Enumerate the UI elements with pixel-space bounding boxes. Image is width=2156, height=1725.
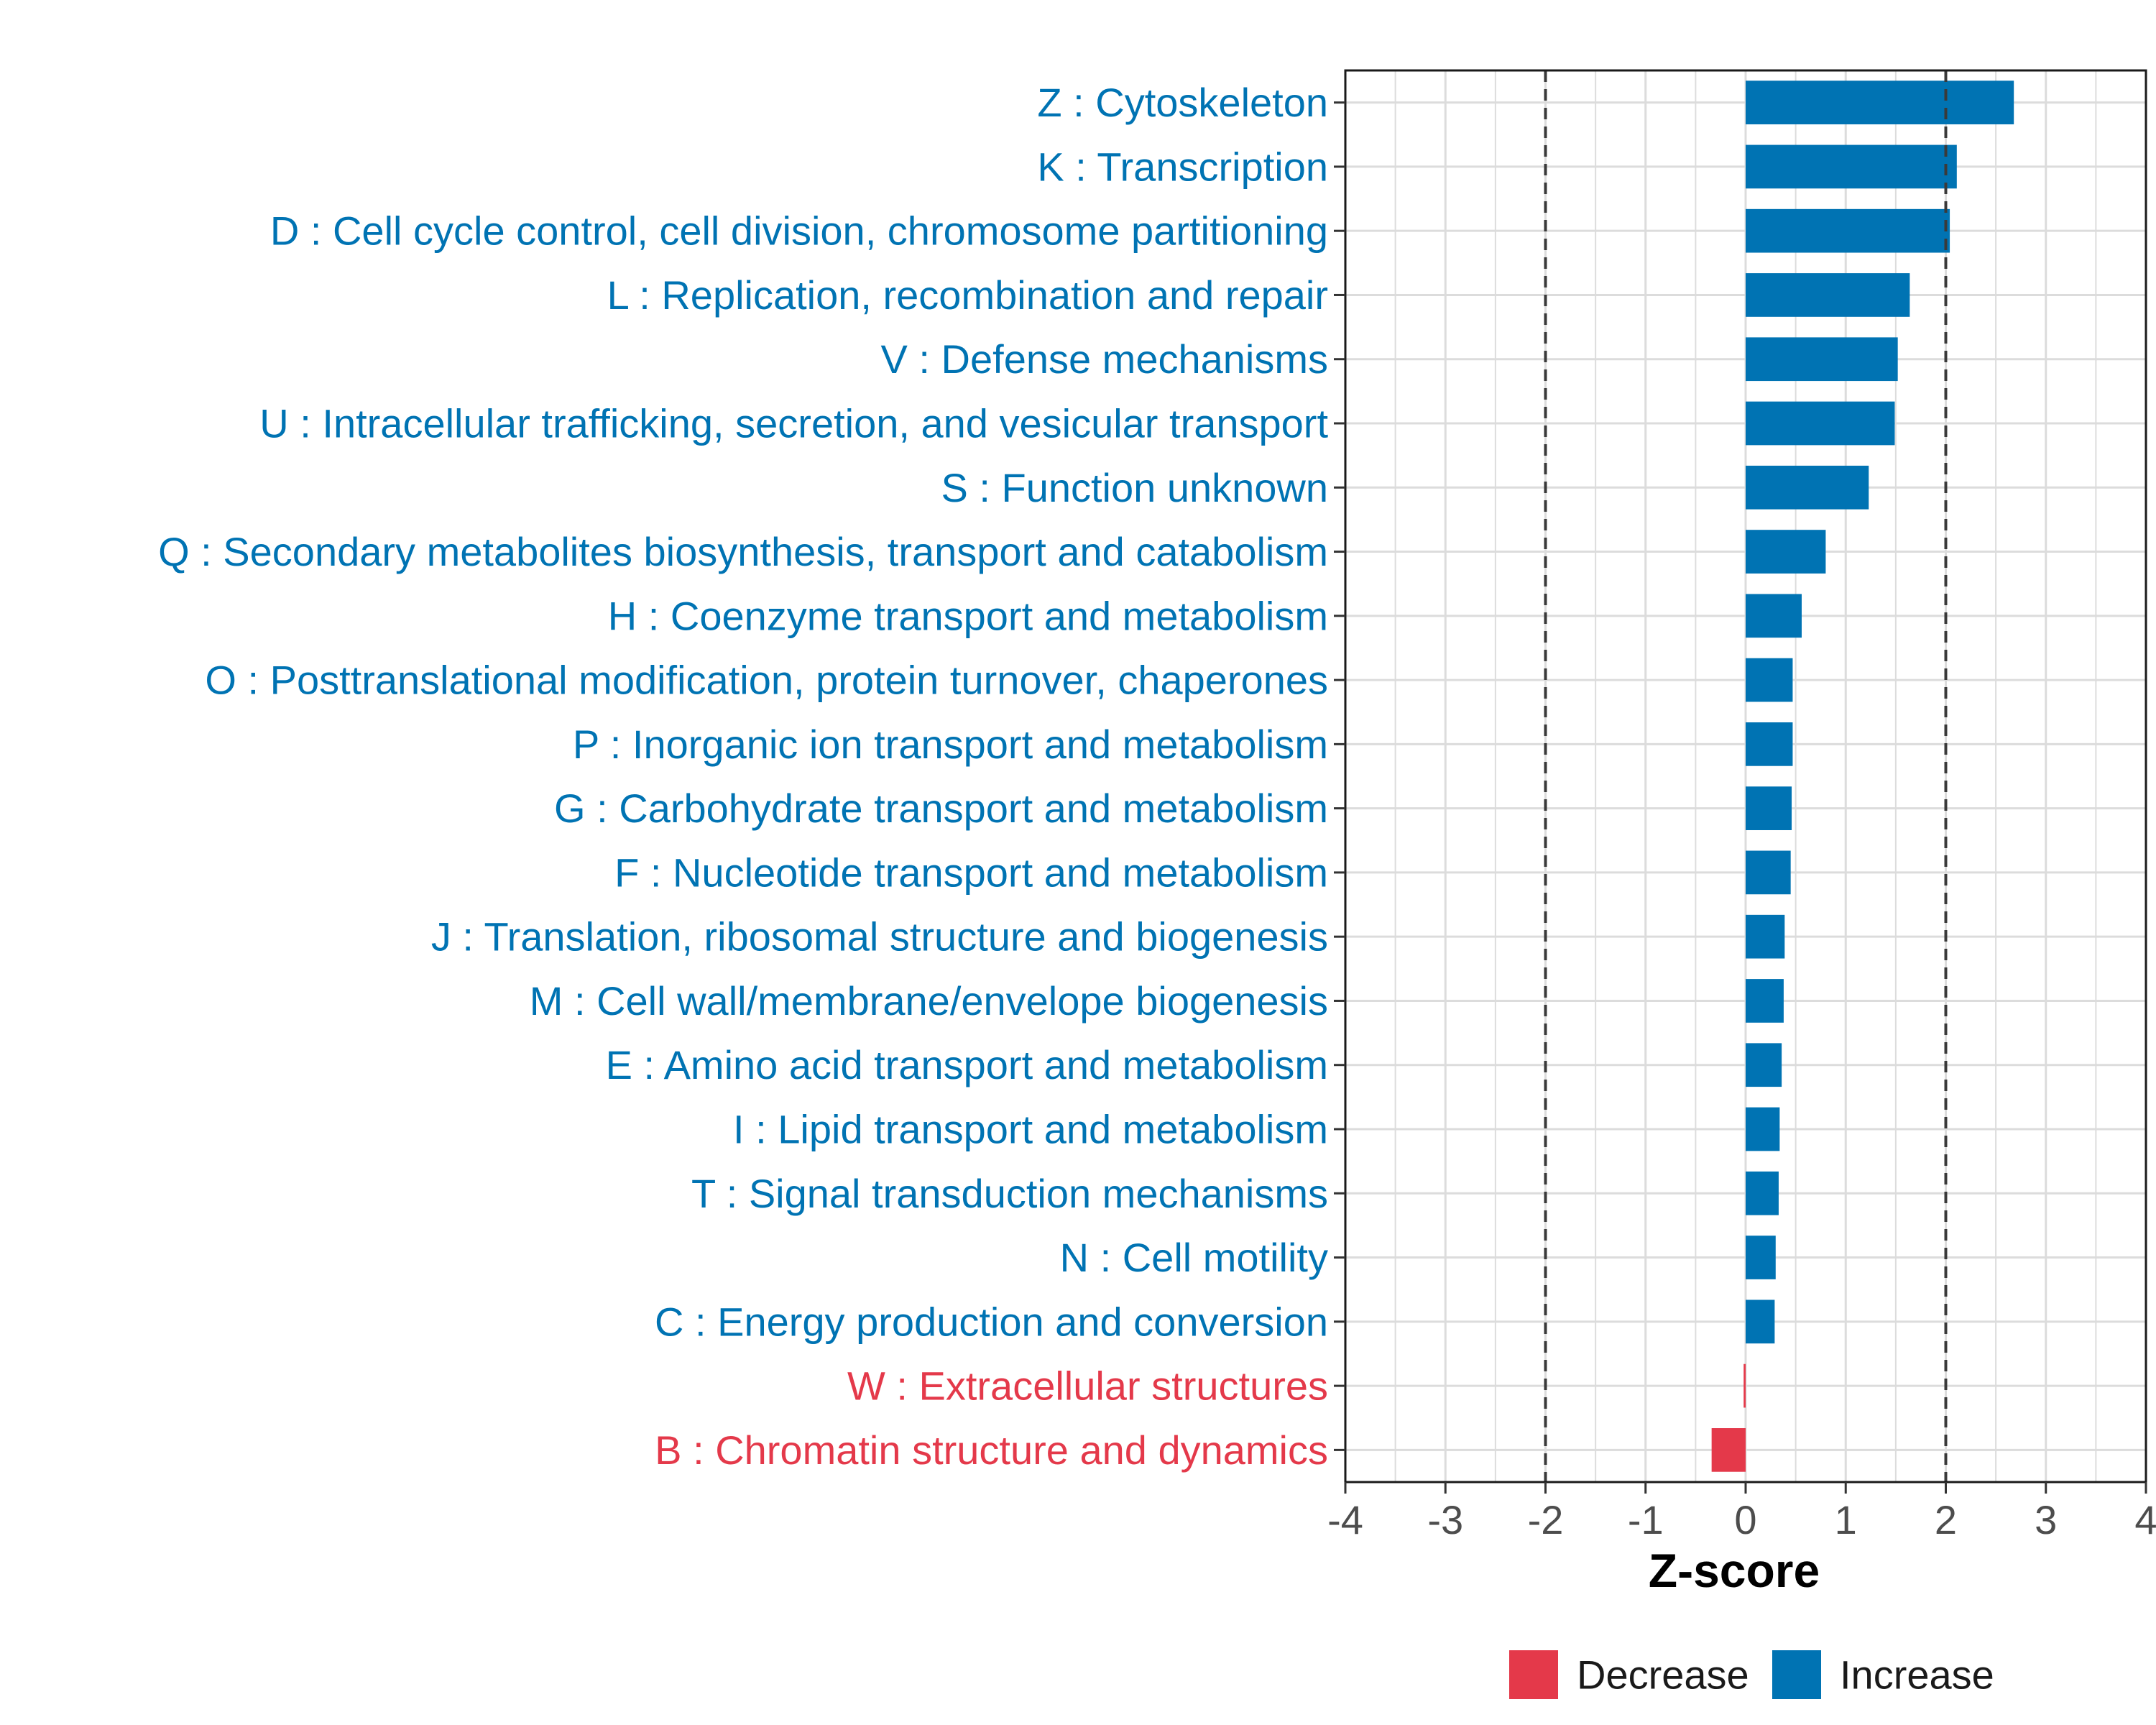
bar <box>1746 1300 1775 1344</box>
bar <box>1746 401 1895 446</box>
bar <box>1746 1043 1782 1087</box>
category-label: S : Function unknown <box>941 465 1328 510</box>
x-tick-label: -3 <box>1427 1497 1463 1542</box>
bar <box>1746 1107 1780 1151</box>
bar <box>1743 1363 1746 1408</box>
bar <box>1746 979 1784 1023</box>
category-label: Q : Secondary metabolites biosynthesis, … <box>158 529 1328 574</box>
x-tick-label: 2 <box>1935 1497 1957 1542</box>
bar <box>1746 1171 1779 1215</box>
bar <box>1746 80 2014 124</box>
category-label: N : Cell motility <box>1060 1235 1328 1280</box>
x-tick-label: -1 <box>1628 1497 1664 1542</box>
bar <box>1746 722 1793 766</box>
category-label: P : Inorganic ion transport and metaboli… <box>573 722 1328 767</box>
x-tick-label: 0 <box>1734 1497 1756 1542</box>
legend-label: Increase <box>1840 1652 1994 1698</box>
legend-label: Decrease <box>1577 1652 1749 1698</box>
x-tick-label: -4 <box>1327 1497 1363 1542</box>
x-axis-title: Z-score <box>1649 1544 1820 1597</box>
bar <box>1746 465 1869 510</box>
bar <box>1746 594 1802 638</box>
bar <box>1711 1428 1746 1472</box>
category-label: B : Chromatin structure and dynamics <box>655 1427 1328 1473</box>
x-tick-label: 1 <box>1835 1497 1857 1542</box>
x-tick-label: 4 <box>2134 1497 2156 1542</box>
bar <box>1746 1236 1776 1279</box>
category-label: C : Energy production and conversion <box>655 1299 1328 1344</box>
category-label: I : Lipid transport and metabolism <box>733 1107 1328 1152</box>
category-label: Z : Cytoskeleton <box>1037 80 1328 125</box>
bar <box>1746 273 1910 317</box>
legend-swatch <box>1509 1650 1558 1699</box>
x-tick-label: -2 <box>1528 1497 1564 1542</box>
category-label: J : Translation, ribosomal structure and… <box>431 914 1328 960</box>
category-label: M : Cell wall/membrane/envelope biogenes… <box>530 978 1328 1024</box>
x-tick-label: 3 <box>2035 1497 2057 1542</box>
category-label: U : Intracellular trafficking, secretion… <box>259 401 1328 446</box>
category-label: K : Transcription <box>1037 144 1328 189</box>
bar <box>1746 530 1826 574</box>
bar <box>1746 337 1898 382</box>
category-label: O : Posttranslational modification, prot… <box>205 658 1328 703</box>
bar <box>1746 914 1785 959</box>
category-label: L : Replication, recombination and repai… <box>607 272 1328 318</box>
category-label: T : Signal transduction mechanisms <box>691 1171 1328 1216</box>
bar <box>1746 208 1950 253</box>
bar <box>1746 144 1957 189</box>
category-label: W : Extracellular structures <box>847 1363 1328 1409</box>
category-label: F : Nucleotide transport and metabolism <box>614 850 1328 895</box>
category-label: H : Coenzyme transport and metabolism <box>608 593 1328 638</box>
legend-swatch <box>1772 1650 1821 1699</box>
category-label: E : Amino acid transport and metabolism <box>606 1042 1328 1087</box>
bar <box>1746 786 1792 830</box>
category-label: D : Cell cycle control, cell division, c… <box>270 208 1328 254</box>
category-label: G : Carbohydrate transport and metabolis… <box>554 786 1328 831</box>
category-label: V : Defense mechanisms <box>881 336 1328 382</box>
bar <box>1746 850 1791 895</box>
bar <box>1746 658 1793 702</box>
